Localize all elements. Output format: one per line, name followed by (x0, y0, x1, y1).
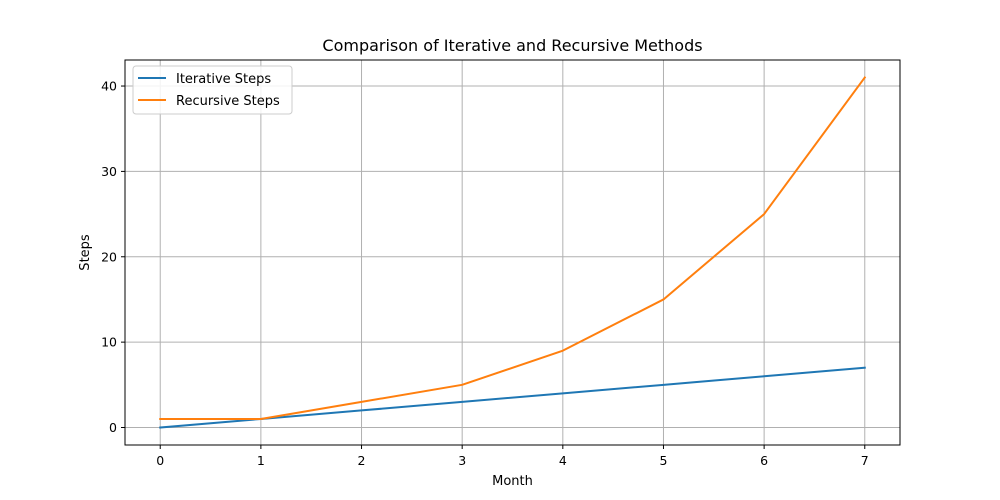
axis-ticks: 0 1 2 3 4 5 6 7 0 10 20 30 40 (101, 79, 869, 468)
y-tick-label: 30 (101, 164, 117, 179)
x-tick-label: 2 (358, 453, 366, 468)
legend-box (132, 65, 293, 115)
x-tick-label: 0 (156, 453, 164, 468)
x-tick-label: 5 (659, 453, 667, 468)
data-series (159, 76, 867, 429)
x-tick-label: 4 (559, 453, 567, 468)
x-tick-label: 6 (760, 453, 768, 468)
legend-label-1: Recursive Steps (176, 94, 280, 109)
x-tick-label: 3 (458, 453, 466, 468)
y-tick-label: 20 (101, 249, 117, 264)
legend: Iterative Steps Recursive Steps (132, 65, 293, 115)
x-tick-label: 1 (257, 453, 265, 468)
x-axis-label: Month (492, 474, 533, 489)
y-tick-label: 40 (101, 79, 117, 94)
chart-title: Comparison of Iterative and Recursive Me… (322, 36, 702, 55)
x-tick-label: 7 (861, 453, 869, 468)
y-tick-label: 10 (101, 335, 117, 350)
legend-label-0: Iterative Steps (176, 72, 271, 87)
y-tick-label: 0 (109, 420, 117, 435)
series-line-0 (159, 366, 866, 429)
plot-area-frame (124, 59, 901, 446)
y-axis-label: Steps (78, 234, 93, 271)
series-line-1 (159, 76, 867, 420)
grid-lines (125, 60, 900, 445)
